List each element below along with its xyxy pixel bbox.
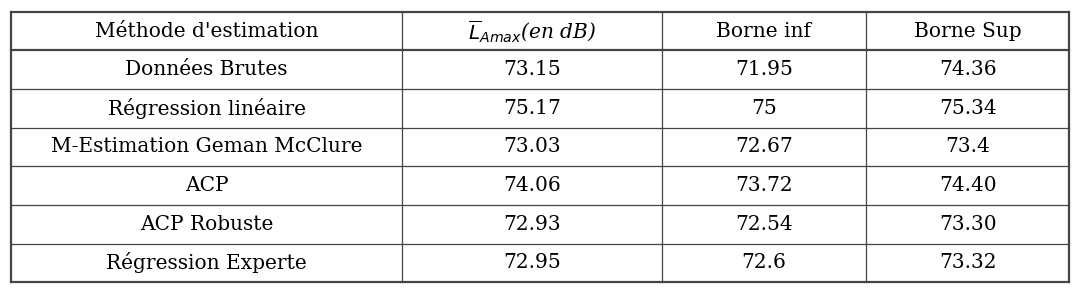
Text: 72.6: 72.6 <box>741 253 786 273</box>
Text: 73.15: 73.15 <box>503 60 561 79</box>
Text: 72.95: 72.95 <box>503 253 561 273</box>
Text: 74.36: 74.36 <box>939 60 997 79</box>
Text: Borne inf: Borne inf <box>716 21 811 41</box>
Text: 73.30: 73.30 <box>939 215 997 234</box>
Text: Méthode d'estimation: Méthode d'estimation <box>95 21 319 41</box>
Text: M-Estimation Geman McClure: M-Estimation Geman McClure <box>51 138 363 156</box>
Text: 73.72: 73.72 <box>735 176 793 195</box>
Text: 73.03: 73.03 <box>503 138 561 156</box>
Text: Régression linéaire: Régression linéaire <box>108 98 306 119</box>
Text: Données Brutes: Données Brutes <box>125 60 288 79</box>
Text: 75.17: 75.17 <box>503 99 561 118</box>
Text: 73.32: 73.32 <box>939 253 997 273</box>
Text: 74.40: 74.40 <box>939 176 997 195</box>
Text: 75: 75 <box>751 99 777 118</box>
Text: 72.93: 72.93 <box>503 215 561 234</box>
Text: Borne Sup: Borne Sup <box>914 21 1022 41</box>
Text: Régression Experte: Régression Experte <box>106 253 307 273</box>
Text: 72.67: 72.67 <box>735 138 793 156</box>
Text: 71.95: 71.95 <box>734 60 793 79</box>
Text: 72.54: 72.54 <box>735 215 793 234</box>
Text: 74.06: 74.06 <box>503 176 561 195</box>
Text: 73.4: 73.4 <box>945 138 990 156</box>
Text: 75.34: 75.34 <box>939 99 997 118</box>
Text: ACP Robuste: ACP Robuste <box>140 215 273 234</box>
Text: ACP: ACP <box>185 176 228 195</box>
Text: $\overline{L}_{Amax}$(en dB): $\overline{L}_{Amax}$(en dB) <box>468 18 596 44</box>
